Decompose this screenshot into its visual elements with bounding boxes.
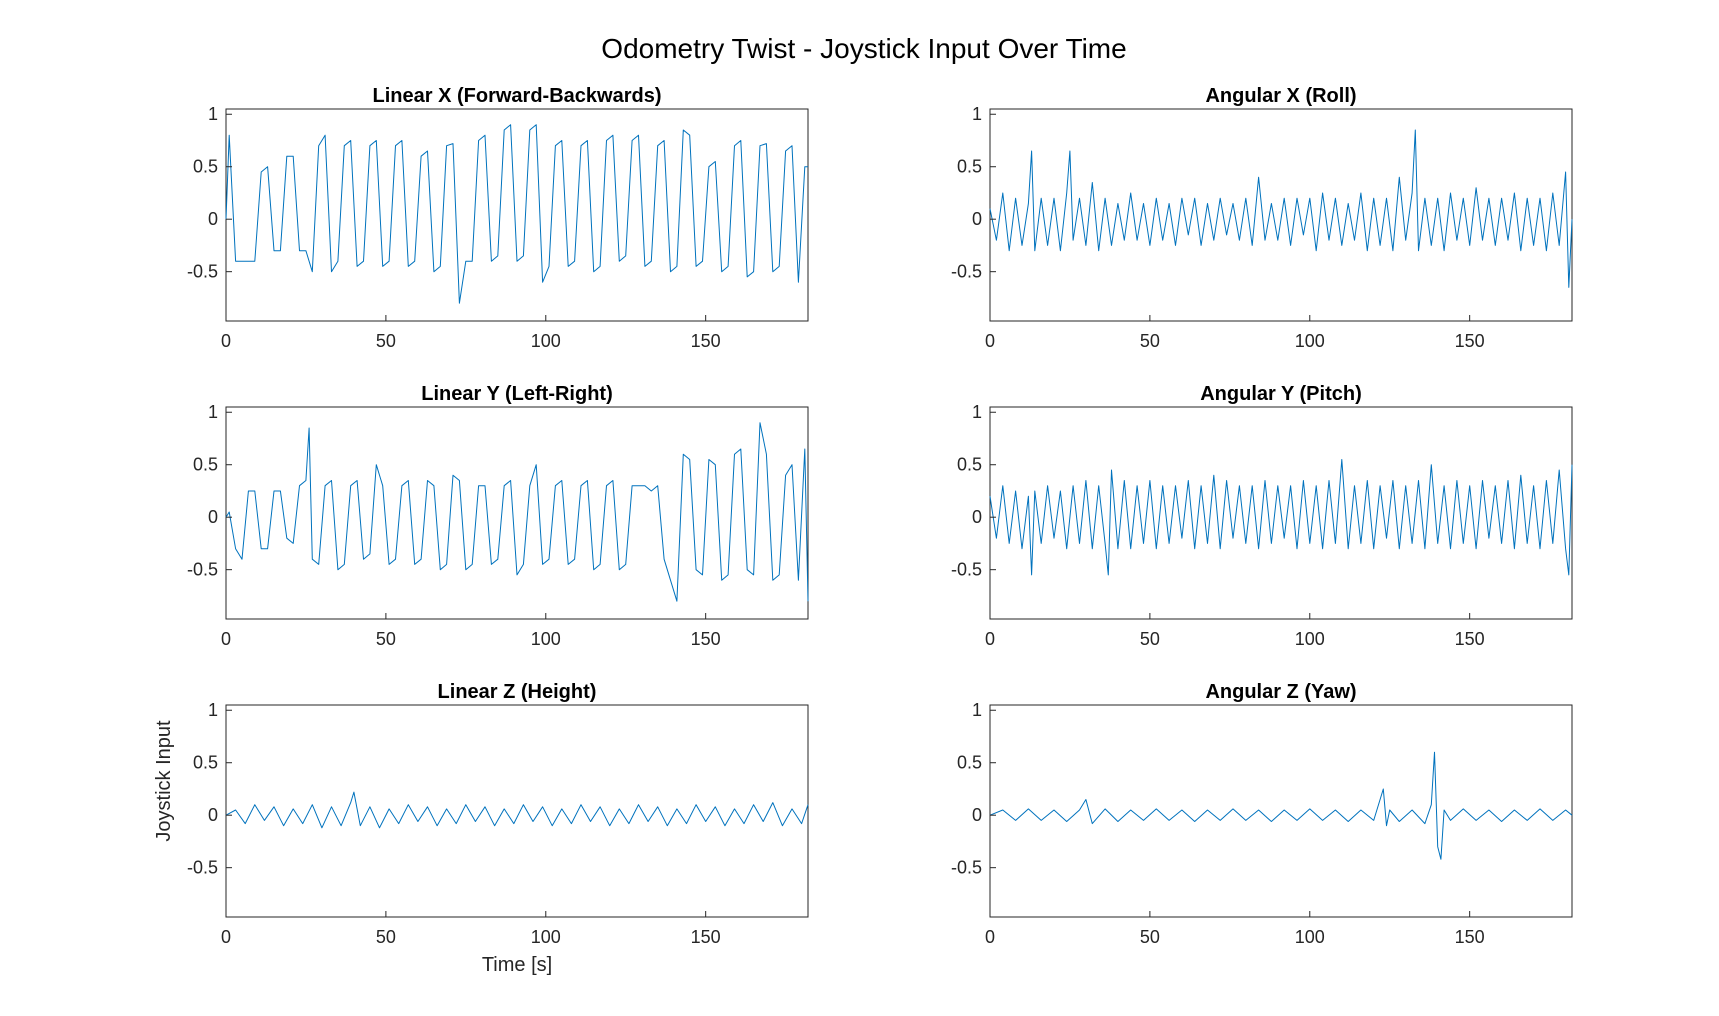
x-tick-label: 150 [691,629,721,649]
x-tick-label: 0 [221,927,231,947]
series-line-angular-y [989,459,1573,576]
subplot-title-linear-x: Linear X (Forward-Backwards) [373,85,662,107]
x-tick-label: 100 [1295,629,1325,649]
subplot-title-angular-x: Angular X (Roll) [1205,85,1356,107]
y-tick-label: 1 [208,700,218,720]
y-tick-label: 0.5 [193,157,218,177]
plot-area-linear-z [225,704,809,918]
series-line-linear-z [225,791,809,829]
x-tick-label: 50 [376,629,396,649]
x-tick-label: 150 [1455,927,1485,947]
x-tick-label: 0 [985,927,995,947]
y-tick-label: 0.5 [957,753,982,773]
plot-area-angular-x [989,108,1573,322]
y-tick-label: 1 [208,104,218,124]
figure-title: Odometry Twist - Joystick Input Over Tim… [601,33,1126,64]
subplot-title-angular-y: Angular Y (Pitch) [1200,383,1362,405]
y-tick-label: -0.5 [951,560,982,580]
x-tick-label: 150 [1455,331,1485,351]
subplot-linear-z: 0 50 100 150 -0.5 0 0.5 1 Linear Z (Height) Time … [153,681,809,976]
subplot-angular-z: 0 50 100 150 -0.5 0 0.5 1 Angular Z (Yaw) [951,681,1573,947]
y-tick-label: 1 [972,700,982,720]
x-tick-label: 0 [985,629,995,649]
y-tick-label: 0.5 [957,157,982,177]
y-tick-label: 1 [208,402,218,422]
y-tick-label: 1 [972,402,982,422]
y-axis-label: Joystick Input [153,720,175,842]
x-tick-label: 50 [1140,927,1160,947]
plot-area-linear-x [225,108,809,322]
series-line-linear-x [225,124,808,304]
y-tick-label: -0.5 [187,262,218,282]
y-tick-label: 0 [208,507,218,527]
y-tick-label: 0 [972,805,982,825]
y-tick-label: 0 [972,209,982,229]
x-tick-label: 100 [1295,927,1325,947]
y-tick-label: -0.5 [187,560,218,580]
y-tick-label: -0.5 [187,858,218,878]
subplot-title-linear-y: Linear Y (Left-Right) [421,383,612,405]
x-tick-label: 100 [531,629,561,649]
x-tick-label: 50 [376,927,396,947]
x-tick-label: 50 [1140,629,1160,649]
y-tick-label: -0.5 [951,858,982,878]
series-line-angular-z [989,751,1573,860]
x-tick-label: 0 [221,629,231,649]
y-tick-label: 0.5 [957,455,982,475]
x-tick-label: 100 [531,927,561,947]
plot-area-angular-z [989,704,1573,918]
x-tick-label: 100 [531,331,561,351]
x-tick-label: 50 [376,331,396,351]
series-line-linear-y [225,422,809,602]
x-tick-label: 0 [985,331,995,351]
y-tick-label: 0.5 [193,455,218,475]
x-tick-label: 150 [1455,629,1485,649]
plot-area-linear-y [225,406,809,620]
y-tick-label: 0.5 [193,753,218,773]
x-tick-label: 150 [691,331,721,351]
x-tick-label: 150 [691,927,721,947]
subplot-linear-x: 0 50 100 150 -0.5 0 0.5 1 Linear X (Forward-Back… [187,85,809,351]
subplot-angular-x: 0 50 100 150 -0.5 0 0.5 1 Angular X (Roll) [951,85,1573,351]
subplot-title-angular-z: Angular Z (Yaw) [1205,681,1356,703]
y-tick-label: 0 [972,507,982,527]
y-tick-label: -0.5 [951,262,982,282]
y-tick-label: 1 [972,104,982,124]
x-tick-label: 0 [221,331,231,351]
x-tick-label: 100 [1295,331,1325,351]
series-line-angular-x [989,129,1573,288]
y-tick-label: 0 [208,209,218,229]
subplot-angular-y: 0 50 100 150 -0.5 0 0.5 1 Angular Y (Pitch) [951,383,1573,649]
x-tick-label: 50 [1140,331,1160,351]
x-axis-label: Time [s] [482,954,552,976]
subplot-linear-y: 0 50 100 150 -0.5 0 0.5 1 Linear Y (Left-Right) [187,383,809,649]
subplot-title-linear-z: Linear Z (Height) [438,681,597,703]
y-tick-label: 0 [208,805,218,825]
